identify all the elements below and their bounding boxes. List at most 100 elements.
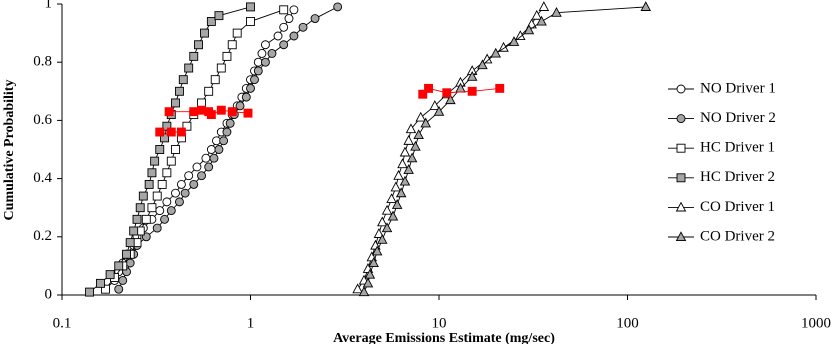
data-point [166,206,176,216]
data-point [387,210,399,221]
data-point [371,245,383,256]
data-point [289,31,299,41]
data-point [162,197,172,207]
y-tick-label: 0.2 [33,228,52,244]
data-point [171,145,180,154]
x-tick-label: 1000 [801,315,831,331]
data-point [395,187,407,198]
data-point [333,2,343,12]
data-point [178,75,188,85]
data-point [155,127,165,137]
data-point [189,51,199,61]
data-point [171,188,180,198]
data-point [144,179,154,189]
data-point [114,284,124,294]
data-point [222,51,232,61]
legend-marker [676,173,686,183]
y-tick-label: 0.6 [33,112,52,128]
data-point [152,191,162,201]
data-point [403,164,414,174]
data-point [260,40,270,50]
data-point [216,63,226,73]
data-point [442,88,452,98]
data-point [429,100,441,110]
data-point [279,5,289,15]
data-point [445,94,456,105]
data-point [358,286,370,297]
data-point [413,129,424,140]
data-point [298,22,308,32]
data-point [495,83,505,93]
data-point [200,28,209,38]
data-point [155,206,165,216]
data-point [364,268,376,279]
data-point [192,162,202,172]
data-point [391,199,403,209]
data-point [180,188,190,198]
legend-marker [676,84,686,94]
data-point [273,31,283,41]
legend-label: NO Driver 2 [700,110,776,126]
data-point [279,40,289,50]
data-point [523,24,535,35]
data-point [381,222,393,233]
data-point [141,214,151,224]
legend-label: CO Driver 1 [700,199,775,215]
x-tick-label: 1 [247,315,255,331]
y-tick-label: 0.8 [33,54,52,70]
data-point [477,59,488,70]
data-point [85,287,94,297]
data-point [253,66,263,76]
data-point [390,181,402,192]
data-point [373,228,385,238]
data-point [410,140,421,151]
y-axis-title: Cumulative Probability [2,80,17,221]
data-point [197,171,207,181]
legend-label: HC Driver 1 [700,140,775,156]
legend-marker [676,143,686,153]
data-point [125,258,135,268]
data-point [257,49,267,58]
data-point [250,75,259,85]
data-point [352,283,363,294]
data-point [219,136,229,146]
data-point [284,14,294,23]
data-point [204,86,214,96]
legend-marker [675,201,687,212]
data-point [197,98,207,108]
data-point [162,168,172,178]
legend-marker [675,231,687,242]
data-point [182,121,192,131]
series-line [118,6,338,290]
data-point [160,133,170,143]
data-point [377,233,388,244]
data-point [538,1,550,11]
data-point [204,162,214,172]
data-point [246,2,255,12]
y-tick-label: 0.4 [33,170,52,186]
data-point [267,49,277,58]
data-point [105,270,115,280]
data-point [551,6,562,17]
data-point [176,179,186,189]
data-point [243,108,253,118]
data-point [415,111,426,122]
data-point [279,22,289,32]
data-point [184,171,194,181]
data-point [235,101,245,111]
legend-label: HC Driver 2 [700,169,775,185]
data-point [310,14,320,23]
data-point [420,117,431,128]
data-point [424,83,433,93]
data-point [246,17,255,26]
data-point [232,28,242,38]
data-point [531,9,542,20]
x-tick-label: 100 [616,315,639,331]
data-point [536,15,547,26]
data-point [175,86,184,96]
data-point [132,214,142,224]
data-point [189,179,199,189]
y-tick-label: 1 [45,0,53,11]
